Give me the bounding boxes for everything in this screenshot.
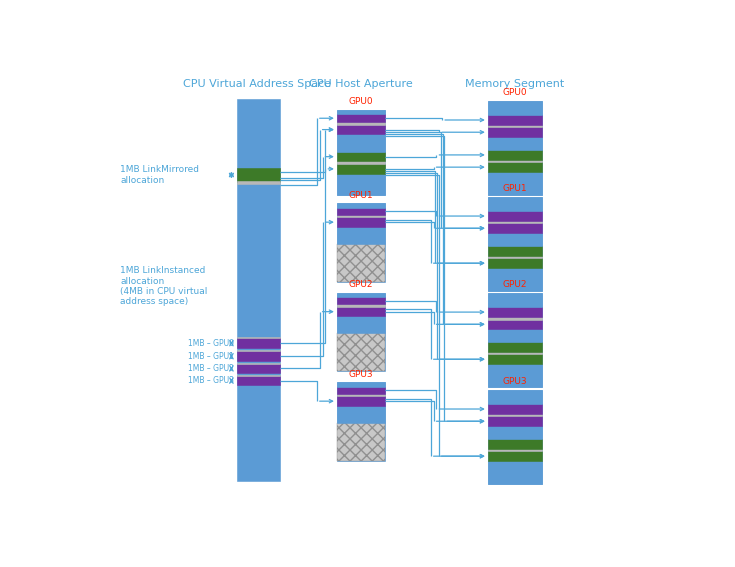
Bar — [237, 99, 280, 481]
Bar — [337, 382, 385, 461]
Bar — [488, 461, 542, 484]
Bar — [488, 293, 542, 387]
Bar — [337, 215, 385, 217]
Bar — [337, 293, 385, 297]
Bar — [488, 197, 542, 291]
Bar — [488, 364, 542, 387]
Text: GPU0: GPU0 — [348, 97, 373, 106]
Bar — [488, 256, 542, 259]
Bar — [488, 404, 542, 414]
Bar — [337, 174, 385, 194]
Bar — [337, 109, 385, 115]
Text: GPU1: GPU1 — [348, 191, 373, 200]
Bar — [488, 221, 542, 223]
Bar — [488, 352, 542, 354]
Text: 1MB LinkInstanced
allocation
(4MB in CPU virtual
address space): 1MB LinkInstanced allocation (4MB in CPU… — [121, 266, 208, 306]
Text: 1MB – GPU1: 1MB – GPU1 — [188, 352, 234, 361]
Bar — [488, 160, 542, 162]
Bar — [488, 329, 542, 342]
Bar — [337, 204, 385, 208]
Bar — [237, 337, 280, 338]
Bar — [488, 197, 542, 211]
Text: 1MB – GPU2: 1MB – GPU2 — [188, 364, 234, 373]
Bar — [337, 244, 385, 282]
Bar — [488, 137, 542, 150]
Bar — [237, 350, 280, 352]
Text: CPU Virtual Address Space: CPU Virtual Address Space — [183, 79, 331, 89]
Bar — [488, 223, 542, 233]
Text: GPU3: GPU3 — [348, 370, 373, 379]
Bar — [488, 150, 542, 160]
Bar — [488, 448, 542, 451]
Bar — [488, 439, 542, 448]
Bar — [488, 128, 542, 137]
Bar — [337, 316, 385, 333]
Bar — [237, 352, 280, 361]
Bar — [488, 342, 542, 352]
Bar — [337, 297, 385, 304]
Bar — [488, 317, 542, 320]
Text: Memory Segment: Memory Segment — [465, 79, 564, 89]
Bar — [337, 387, 385, 393]
Bar — [337, 227, 385, 244]
Bar — [488, 246, 542, 256]
Bar — [337, 122, 385, 125]
Bar — [337, 162, 385, 164]
Bar — [237, 338, 280, 348]
Bar — [237, 168, 280, 181]
Bar — [488, 307, 542, 317]
Bar — [488, 172, 542, 194]
Bar — [488, 233, 542, 246]
Bar — [337, 125, 385, 134]
Bar — [488, 101, 542, 115]
Bar — [488, 414, 542, 416]
Text: GPU1: GPU1 — [503, 184, 527, 193]
Bar — [488, 259, 542, 268]
Text: GPU2: GPU2 — [349, 281, 373, 289]
Bar — [488, 354, 542, 364]
Bar — [488, 426, 542, 439]
Bar — [488, 162, 542, 172]
Text: 1MB – GPU3: 1MB – GPU3 — [188, 376, 234, 385]
Bar — [488, 416, 542, 426]
Bar — [488, 390, 542, 404]
Bar — [488, 390, 542, 484]
Bar — [337, 307, 385, 316]
Bar — [337, 293, 385, 371]
Bar — [337, 164, 385, 174]
Bar — [488, 125, 542, 128]
Text: GPU2: GPU2 — [503, 281, 527, 289]
Bar — [337, 382, 385, 387]
Bar — [488, 211, 542, 221]
Text: 1MB LinkMirrored
allocation: 1MB LinkMirrored allocation — [121, 166, 199, 185]
Bar — [488, 320, 542, 329]
Bar — [337, 204, 385, 282]
Bar — [337, 396, 385, 406]
Bar — [237, 375, 280, 376]
Bar — [488, 268, 542, 291]
Bar — [237, 362, 280, 363]
Bar — [337, 406, 385, 422]
Text: 1MB – GPU0: 1MB – GPU0 — [188, 338, 234, 348]
Text: CPU Host Aperture: CPU Host Aperture — [309, 79, 413, 89]
Bar — [237, 376, 280, 386]
Text: GPU3: GPU3 — [503, 377, 527, 386]
Bar — [488, 115, 542, 125]
Bar — [237, 181, 280, 184]
Bar — [337, 134, 385, 152]
Bar — [337, 152, 385, 162]
Bar — [488, 101, 542, 194]
Text: GPU0: GPU0 — [503, 88, 527, 98]
Bar — [337, 333, 385, 371]
Bar — [337, 208, 385, 215]
Bar — [337, 422, 385, 461]
Bar — [337, 304, 385, 307]
Bar — [337, 217, 385, 227]
Bar — [488, 451, 542, 461]
Bar — [488, 293, 542, 307]
Bar — [337, 393, 385, 396]
Bar — [337, 115, 385, 122]
Bar — [237, 363, 280, 373]
Bar — [337, 109, 385, 194]
